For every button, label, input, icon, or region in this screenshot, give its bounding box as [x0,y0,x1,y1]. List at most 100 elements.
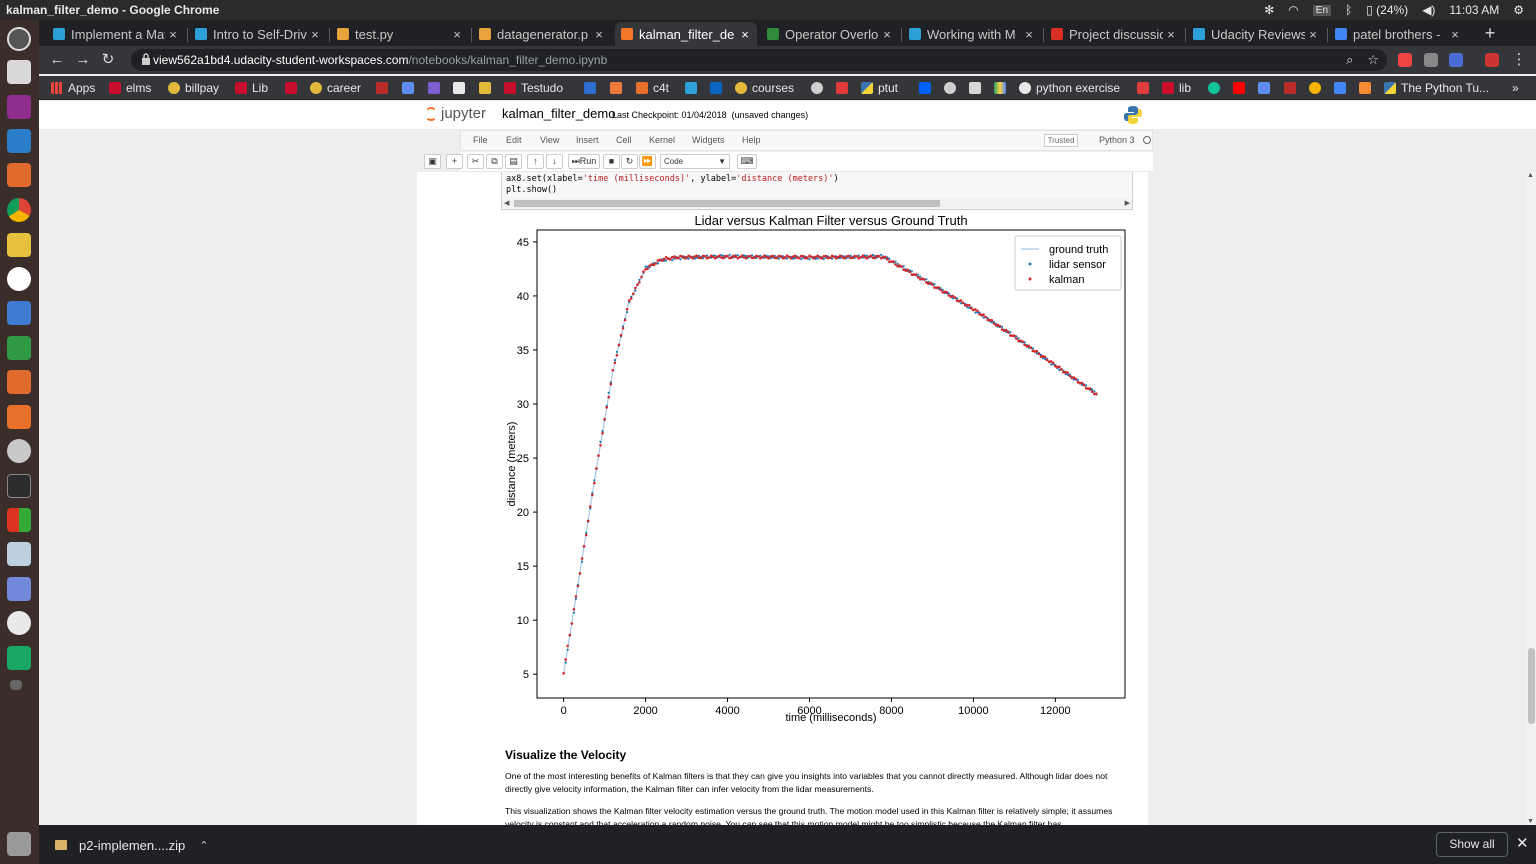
forward-arrow-icon[interactable]: → [75,51,91,68]
wifi-icon[interactable]: ◠ [1288,3,1299,17]
check-icon[interactable] [453,82,465,94]
image-viewer-icon[interactable] [7,542,31,566]
mosaic-app-icon[interactable] [7,508,31,532]
close-icon[interactable]: × [169,26,177,42]
bookmark-c4t[interactable]: c4t [636,80,669,96]
tab-8[interactable]: Project discussio × [1045,22,1183,46]
close-icon[interactable]: × [1451,26,1459,42]
tab-7[interactable]: Working with M × [903,22,1041,46]
copy-icon[interactable]: ⧉ [486,154,503,169]
close-icon[interactable]: ✕ [1516,835,1529,852]
cell-type-select[interactable]: Code ▼ [660,154,730,169]
dropbox-icon[interactable] [919,82,931,94]
youtube-icon[interactable] [1233,82,1245,94]
tab-1[interactable]: Implement a Mat × [47,22,185,46]
book-icon[interactable] [1359,82,1371,94]
slack-icon[interactable] [7,267,31,291]
bookmark-python-exercise[interactable]: python exercise [1019,80,1120,96]
close-icon[interactable]: × [741,26,749,42]
tab-4[interactable]: datagenerator.p × [473,22,611,46]
scroll-down-icon[interactable]: ▼ [1527,818,1534,825]
move-down-icon[interactable]: ↓ [546,154,563,169]
cut-icon[interactable]: ✂ [467,154,484,169]
menu-kernel[interactable]: Kernel [649,135,676,145]
app-icon[interactable] [610,82,622,94]
tab-10[interactable]: patel brothers - × [1329,22,1467,46]
menu-widgets[interactable]: Widgets [692,135,725,145]
tab-9[interactable]: Udacity Reviews × [1187,22,1325,46]
bookmark-star-icon[interactable]: ☆ [1367,52,1379,67]
drive-icon[interactable] [994,82,1006,94]
puzzle-icon[interactable] [479,82,491,94]
download-item[interactable]: p2-implemen....zip ⌃ [55,833,208,857]
bookmark-testudo[interactable]: Testudo [504,80,563,96]
bookmark-elms[interactable]: elms [109,80,151,96]
insert-cell-icon[interactable]: + [446,154,463,169]
paste-icon[interactable]: ▤ [505,154,522,169]
heart-icon[interactable] [836,82,848,94]
gear-icon[interactable] [811,82,823,94]
horizontal-scrollbar[interactable]: ◀ ▶ [502,199,1132,208]
scroll-right-icon[interactable]: ▶ [1124,200,1130,207]
vscode-icon[interactable] [7,129,31,153]
menu-file[interactable]: File [473,135,488,145]
tab-3[interactable]: test.py × [331,22,469,46]
menu-insert[interactable]: Insert [576,135,599,145]
infinity-icon[interactable] [402,82,414,94]
bookmark-python-tutorial[interactable]: The Python Tu... [1384,80,1489,96]
terminal-icon[interactable] [7,474,31,498]
sublime-text-icon[interactable] [7,163,31,187]
impress-icon[interactable] [7,370,31,394]
close-icon[interactable]: × [1167,26,1175,42]
scroll-up-icon[interactable]: ▲ [1527,172,1534,179]
bookmark-ptut[interactable]: ptut [861,80,898,96]
software-center-icon[interactable] [7,405,31,429]
menu-kebab-icon[interactable]: ⋮ [1511,51,1527,68]
settings-icon[interactable] [7,439,31,463]
bookmark-career[interactable]: career [310,80,361,96]
quora-icon[interactable] [376,82,388,94]
grammarly-icon[interactable] [1208,82,1220,94]
clock[interactable]: 11:03 AM [1449,3,1500,17]
extension-icon[interactable] [1424,53,1438,67]
keyboard-shortcuts-icon[interactable]: ⌨ [737,154,757,169]
chrome-icon[interactable] [7,198,31,222]
power-gear-icon[interactable]: ⚙ [1513,3,1524,17]
extension-icon[interactable] [1398,53,1412,67]
restart-run-all-icon[interactable]: ⏩ [639,154,656,169]
scrollbar-thumb[interactable] [514,200,940,207]
site-icon[interactable] [969,82,981,94]
writer-icon[interactable] [7,301,31,325]
trusted-badge[interactable]: Trusted [1044,134,1078,147]
site-icon[interactable] [428,82,440,94]
scrollbar-thumb[interactable] [1528,648,1535,724]
show-all-button[interactable]: Show all [1436,832,1508,857]
bookmark-lib-2[interactable]: lib [1162,80,1191,96]
folder-icon[interactable] [7,233,31,257]
address-bar[interactable]: view562a1bd4.udacity-student-workspaces.… [131,49,1387,71]
tab-6[interactable]: Operator Overlo × [761,22,899,46]
bookmark-apps[interactable]: Apps [51,80,95,96]
bookmark-lib[interactable]: Lib [235,80,268,96]
chevron-up-icon[interactable]: ⌃ [199,839,209,852]
close-icon[interactable]: × [453,26,461,42]
tab-5-active[interactable]: kalman_filter_de × [615,22,757,46]
zoom-icon[interactable]: ⌕ [1346,52,1354,67]
save-icon[interactable]: ▣ [424,154,441,169]
media-app-icon[interactable] [7,95,31,119]
close-icon[interactable]: × [311,26,319,42]
quora-icon[interactable] [1284,82,1296,94]
umd-icon[interactable] [285,82,297,94]
notebook-name[interactable]: kalman_filter_demo [502,106,616,121]
site-icon[interactable] [1137,82,1149,94]
code-cell[interactable]: ax8.set(xlabel='time (milliseconds)', yl… [501,172,1133,210]
battery-indicator[interactable]: ▯ (24%) [1366,3,1408,17]
new-tab-button[interactable]: + [1484,23,1496,43]
interrupt-icon[interactable]: ■ [603,154,620,169]
ubuntu-dash-icon[interactable] [7,27,31,51]
menu-view[interactable]: View [540,135,560,145]
keyboard-layout[interactable]: En [1312,4,1332,16]
close-icon[interactable]: × [883,26,891,42]
reload-icon[interactable]: ↻ [101,51,115,68]
vertical-scrollbar[interactable]: ▲ ▼ [1526,172,1536,825]
